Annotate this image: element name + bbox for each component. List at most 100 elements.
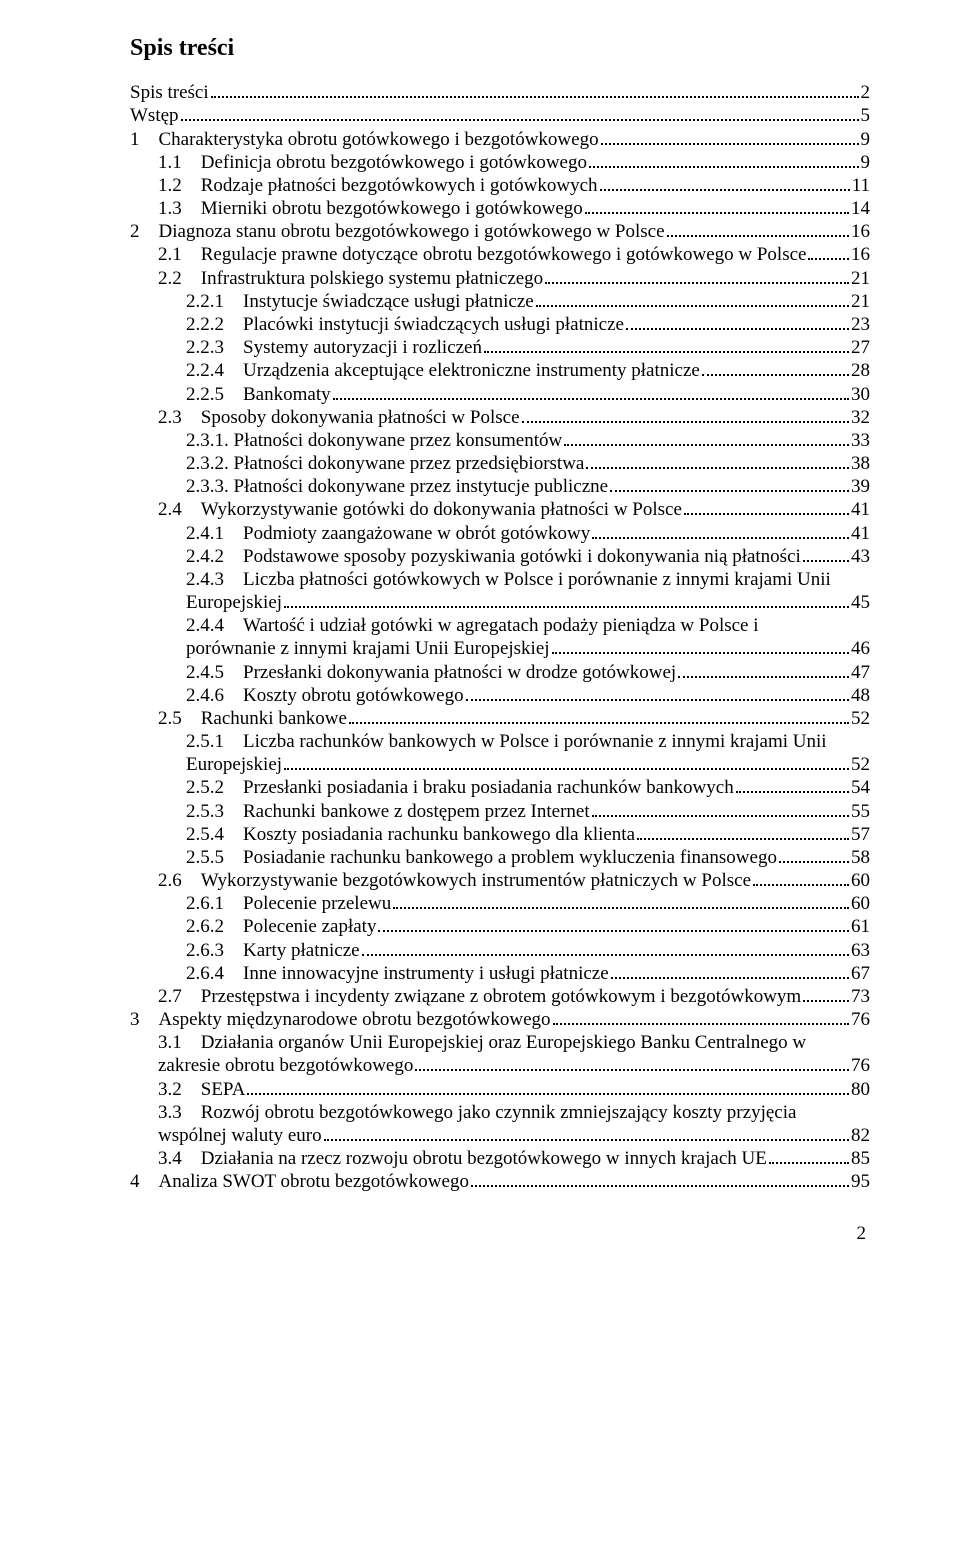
toc-entry-page: 9: [861, 151, 871, 174]
toc-entry-label: 2.4.6 Koszty obrotu gotówkowego: [186, 684, 464, 707]
toc-entry-page: 55: [851, 800, 870, 823]
toc-leader-dots: [362, 954, 849, 956]
toc-entry: 2.6.1 Polecenie przelewu 60: [130, 892, 870, 915]
toc-entry-label: 2.2 Infrastruktura polskiego systemu pła…: [158, 267, 543, 290]
toc-entry-page: 95: [851, 1170, 870, 1193]
toc-entry-label: 2.3.2. Płatności dokonywane przez przeds…: [186, 452, 584, 475]
toc-list: Spis treści 2Wstęp 51 Charakterystyka ob…: [130, 81, 870, 1193]
toc-entry-page: 47: [851, 661, 870, 684]
toc-entry-label: 2.4.3 Liczba płatności gotówkowych w Pol…: [186, 569, 831, 590]
toc-entry: 2.2 Infrastruktura polskiego systemu pła…: [130, 267, 870, 290]
toc-entry: 2.3.2. Płatności dokonywane przez przeds…: [130, 452, 870, 475]
toc-entry: 1.3 Mierniki obrotu bezgotówkowego i got…: [130, 197, 870, 220]
toc-entry-page: 73: [851, 985, 870, 1008]
toc-leader-dots: [626, 328, 849, 330]
toc-entry-line2: wspólnej waluty euro 82: [130, 1124, 870, 1147]
toc-entry-label: Europejskiej: [186, 591, 282, 614]
toc-leader-dots: [522, 421, 849, 423]
toc-entry-page: 14: [851, 197, 870, 220]
toc-entry: Wstęp 5: [130, 104, 870, 127]
toc-leader-dots: [552, 652, 849, 654]
toc-entry-page: 52: [851, 753, 870, 776]
toc-entry-page: 76: [851, 1054, 870, 1077]
toc-leader-dots: [333, 398, 849, 400]
toc-entry-page: 58: [851, 846, 870, 869]
toc-entry-line1: 3.3 Rozwój obrotu bezgotówkowego jako cz…: [130, 1101, 870, 1124]
toc-entry-label: 2.4.1 Podmioty zaangażowane w obrót gotó…: [186, 522, 590, 545]
toc-entry-page: 76: [851, 1008, 870, 1031]
toc-leader-dots: [586, 467, 849, 469]
toc-entry-label: 2.6.3 Karty płatnicze: [186, 939, 360, 962]
toc-entry: 2.4.2 Podstawowe sposoby pozyskiwania go…: [130, 545, 870, 568]
toc-entry-page: 30: [851, 383, 870, 406]
toc-leader-dots: [466, 699, 849, 701]
toc-entry: 3.2 SEPA 80: [130, 1078, 870, 1101]
toc-leader-dots: [600, 189, 850, 191]
toc-entry-label: 3 Aspekty międzynarodowe obrotu bezgotów…: [130, 1008, 551, 1031]
toc-entry-label: zakresie obrotu bezgotówkowego: [158, 1054, 413, 1077]
toc-entry-label: Wstęp: [130, 104, 179, 127]
toc-entry-label: 2.4.2 Podstawowe sposoby pozyskiwania go…: [186, 545, 801, 568]
toc-entry-label: 3.1 Działania organów Unii Europejskiej …: [158, 1032, 806, 1053]
toc-entry: 2.5.4 Koszty posiadania rachunku bankowe…: [130, 823, 870, 846]
toc-entry-page: 21: [851, 267, 870, 290]
toc-entry-page: 67: [851, 962, 870, 985]
toc-leader-dots: [545, 282, 849, 284]
toc-leader-dots: [779, 861, 849, 863]
toc-leader-dots: [284, 768, 849, 770]
toc-entry-page: 32: [851, 406, 870, 429]
toc-entry: 2.4 Wykorzystywanie gotówki do dokonywan…: [130, 498, 870, 521]
toc-entry-page: 52: [851, 707, 870, 730]
toc-entry: 2.2.4 Urządzenia akceptujące elektronicz…: [130, 359, 870, 382]
toc-entry-page: 45: [851, 591, 870, 614]
toc-entry: 2.3.1. Płatności dokonywane przez konsum…: [130, 429, 870, 452]
toc-entry: 2 Diagnoza stanu obrotu bezgotówkowego i…: [130, 220, 870, 243]
toc-entry-page: 80: [851, 1078, 870, 1101]
toc-leader-dots: [736, 791, 849, 793]
toc-leader-dots: [803, 1000, 849, 1002]
toc-leader-dots: [803, 560, 849, 562]
toc-leader-dots: [553, 1023, 849, 1025]
toc-leader-dots: [753, 884, 849, 886]
toc-entry: 1.2 Rodzaje płatności bezgotówkowych i g…: [130, 174, 870, 197]
toc-leader-dots: [769, 1162, 849, 1164]
toc-entry-label: 2.6 Wykorzystywanie bezgotówkowych instr…: [158, 869, 751, 892]
toc-entry-page: 60: [851, 892, 870, 915]
toc-entry-page: 41: [851, 498, 870, 521]
toc-entry-page: 41: [851, 522, 870, 545]
toc-entry: 2.5.3 Rachunki bankowe z dostępem przez …: [130, 800, 870, 823]
toc-entry: 2.4.5 Przesłanki dokonywania płatności w…: [130, 661, 870, 684]
toc-entry: 2.2.2 Placówki instytucji świadczących u…: [130, 313, 870, 336]
toc-entry-page: 5: [861, 104, 871, 127]
toc-entry: 4 Analiza SWOT obrotu bezgotówkowego 95: [130, 1170, 870, 1193]
toc-entry-label: 1 Charakterystyka obrotu gotówkowego i b…: [130, 128, 599, 151]
toc-entry-label: 4 Analiza SWOT obrotu bezgotówkowego: [130, 1170, 469, 1193]
toc-leader-dots: [592, 537, 849, 539]
toc-leader-dots: [637, 838, 849, 840]
toc-entry: 1 Charakterystyka obrotu gotówkowego i b…: [130, 128, 870, 151]
toc-entry-page: 54: [851, 776, 870, 799]
toc-entry: 3.4 Działania na rzecz rozwoju obrotu be…: [130, 1147, 870, 1170]
toc-leader-dots: [211, 96, 859, 98]
toc-heading: Spis treści: [130, 34, 870, 63]
toc-entry-page: 16: [851, 243, 870, 266]
toc-entry-label: 2.4.5 Przesłanki dokonywania płatności w…: [186, 661, 676, 684]
toc-entry-label: 2.5 Rachunki bankowe: [158, 707, 347, 730]
toc-leader-dots: [247, 1093, 849, 1095]
toc-entry-label: 2.3 Sposoby dokonywania płatności w Pols…: [158, 406, 520, 429]
toc-entry-page: 57: [851, 823, 870, 846]
page-number: 2: [130, 1222, 870, 1245]
toc-entry-line1: 2.4.4 Wartość i udział gotówki w agregat…: [130, 614, 870, 637]
toc-leader-dots: [592, 815, 849, 817]
toc-leader-dots: [601, 143, 859, 145]
toc-entry: 2.5 Rachunki bankowe 52: [130, 707, 870, 730]
toc-entry-label: wspólnej waluty euro: [158, 1124, 322, 1147]
toc-leader-dots: [284, 606, 849, 608]
toc-entry-page: 27: [851, 336, 870, 359]
toc-entry-label: 2.7 Przestępstwa i incydenty związane z …: [158, 985, 801, 1008]
toc-entry-line2: porównanie z innymi krajami Unii Europej…: [130, 637, 870, 660]
toc-entry-page: 82: [851, 1124, 870, 1147]
toc-leader-dots: [484, 351, 849, 353]
toc-entry-label: 2.6.2 Polecenie zapłaty: [186, 915, 376, 938]
toc-entry: 2.6.4 Inne innowacyjne instrumenty i usł…: [130, 962, 870, 985]
